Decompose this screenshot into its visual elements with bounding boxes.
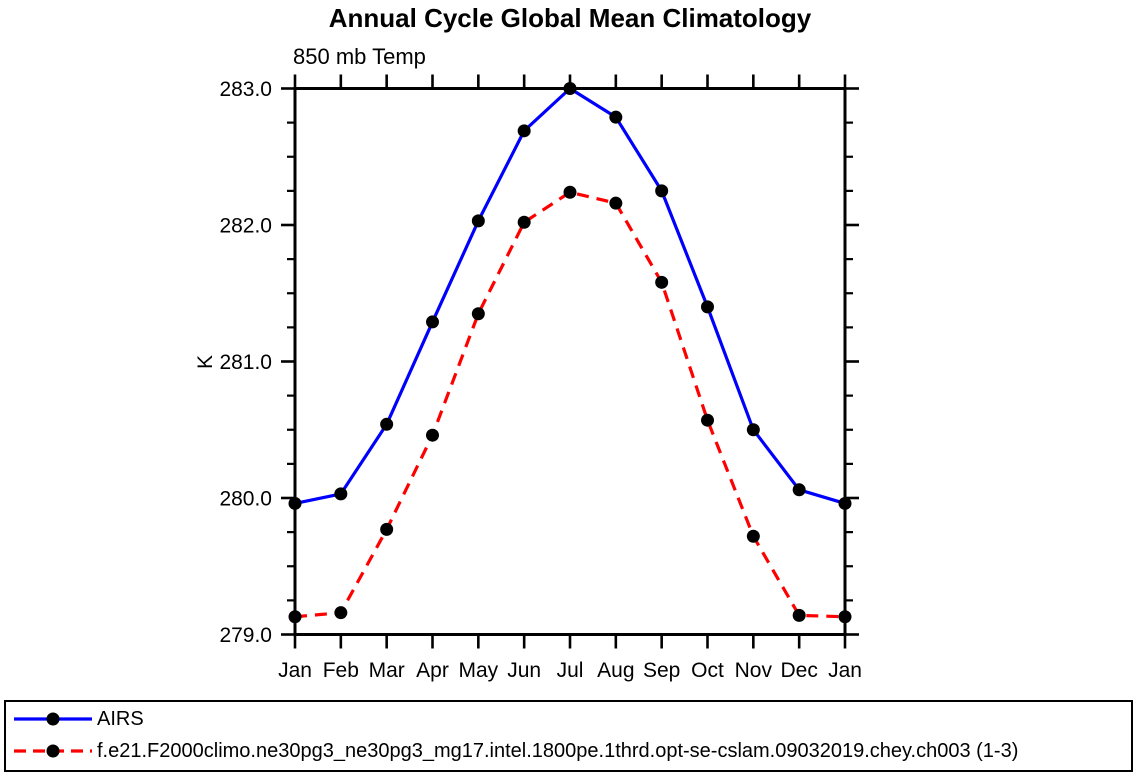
x-tick-label: Dec xyxy=(780,659,817,682)
data-point-s0 xyxy=(426,315,439,329)
y-tick-label: 283.0 xyxy=(219,78,272,101)
data-point-s1 xyxy=(426,428,439,442)
data-point-s0 xyxy=(746,423,760,437)
x-tick-label: Apr xyxy=(416,659,449,682)
data-point-s1 xyxy=(380,522,394,536)
x-tick-label: Mar xyxy=(369,659,405,682)
legend-sample-airs xyxy=(14,712,92,726)
legend-label-model: f.e21.F2000climo.ne30pg3_ne30pg3_mg17.in… xyxy=(97,739,1019,762)
x-tick-label: Sep xyxy=(643,659,680,682)
data-point-s0 xyxy=(563,82,577,95)
data-point-s1 xyxy=(746,529,760,543)
y-tick-label: 281.0 xyxy=(219,351,272,374)
chart-title: Annual Cycle Global Mean Climatology xyxy=(328,3,812,33)
data-point-s0 xyxy=(792,483,806,497)
legend-entry-airs: AIRS xyxy=(12,704,144,734)
data-point-s1 xyxy=(517,215,531,229)
chart-subtitle: 850 mb Temp xyxy=(293,44,426,69)
legend-box: AIRS f.e21.F2000climo.ne30pg3_ne30pg3_mg… xyxy=(4,700,1133,772)
x-tick-label: Oct xyxy=(691,659,724,682)
y-tick-label: 279.0 xyxy=(219,624,272,647)
x-tick-label: Feb xyxy=(323,659,359,682)
data-point-s0 xyxy=(471,214,485,228)
data-point-s0 xyxy=(288,496,302,510)
series-line-1 xyxy=(294,190,846,619)
data-point-s1 xyxy=(792,608,806,622)
data-point-s0 xyxy=(334,487,348,501)
x-tick-label: Jan xyxy=(278,659,312,682)
data-point-s1 xyxy=(655,275,669,289)
data-point-s0 xyxy=(701,300,714,314)
x-tick-label: Jun xyxy=(507,659,541,682)
data-point-s0 xyxy=(609,110,623,124)
series-line-0 xyxy=(294,86,846,506)
data-point-s1 xyxy=(701,413,714,427)
data-point-s1 xyxy=(563,185,577,199)
y-tick-label: 280.0 xyxy=(219,488,272,511)
x-tick-label: May xyxy=(458,659,498,682)
data-point-s1 xyxy=(471,307,485,321)
data-point-s0 xyxy=(517,124,531,138)
legend-marker-dot xyxy=(46,712,60,726)
legend-entry-model: f.e21.F2000climo.ne30pg3_ne30pg3_mg17.in… xyxy=(12,736,1018,766)
y-tick-label: 282.0 xyxy=(219,215,272,238)
data-point-s1 xyxy=(334,606,348,620)
x-tick-label: Nov xyxy=(735,659,773,682)
legend-marker-dot xyxy=(46,744,60,758)
x-tick-label: Jul xyxy=(557,659,584,682)
legend-sample-model xyxy=(14,744,92,758)
data-point-s1 xyxy=(288,610,302,624)
data-point-s1 xyxy=(838,610,852,624)
data-point-s0 xyxy=(380,417,394,431)
legend-label-airs: AIRS xyxy=(97,707,144,730)
x-tick-label: Aug xyxy=(597,659,634,682)
data-point-s0 xyxy=(838,496,852,510)
data-point-s1 xyxy=(609,196,623,210)
x-tick-label: Jan xyxy=(828,659,862,682)
data-point-s0 xyxy=(655,184,669,198)
